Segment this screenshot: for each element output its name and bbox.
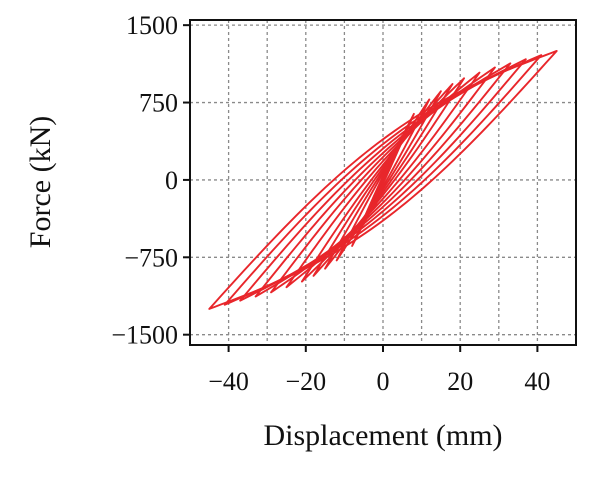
- x-tick-label: −40: [208, 367, 249, 396]
- y-tick-label: −750: [124, 243, 178, 272]
- y-tick-label: 1500: [126, 11, 178, 40]
- y-tick-label: 0: [165, 166, 178, 195]
- tick-labels: −40 −20 0 20 40 1500 750 0 −750 −1500: [111, 11, 550, 396]
- x-tick-label: 40: [524, 367, 550, 396]
- y-tick-label: −1500: [111, 321, 178, 350]
- x-tick-label: 20: [447, 367, 473, 396]
- axis-ticks: [183, 24, 539, 352]
- x-tick-label: −20: [285, 367, 326, 396]
- x-tick-label: 0: [377, 367, 390, 396]
- y-tick-label: 750: [139, 89, 178, 118]
- hysteresis-loops: [208, 50, 558, 310]
- hysteresis-loop: [239, 58, 527, 302]
- hysteresis-loop: [208, 50, 558, 310]
- hysteresis-loop: [223, 54, 543, 306]
- x-axis-title: Displacement (mm): [263, 419, 502, 452]
- y-axis-title: Force (kN): [24, 116, 57, 248]
- hysteresis-loop: [254, 62, 512, 298]
